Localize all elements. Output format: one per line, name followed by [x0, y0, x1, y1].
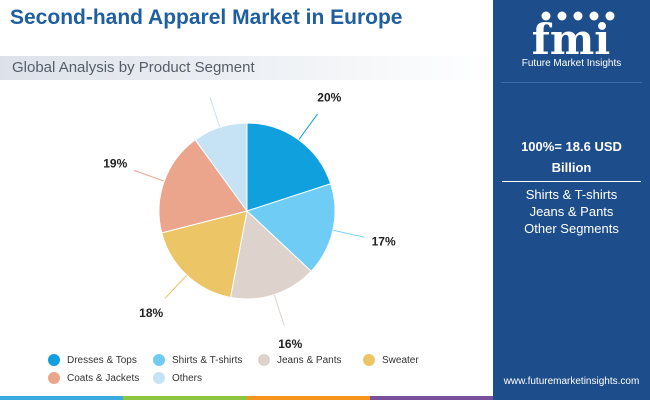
- logo-icon-5: [605, 11, 615, 21]
- logo-icon-1: [541, 11, 551, 21]
- leader-line-others: [209, 96, 222, 132]
- footer-strip-segment: [0, 396, 124, 400]
- pie-slice-dresses-and-tops: [246, 122, 332, 212]
- total-market-value: 100%= 18.6 USD Billion: [521, 139, 622, 175]
- footer-strip-segment: [246, 396, 370, 400]
- data-label-coats-and-jackets: 19%: [103, 157, 127, 171]
- leader-line-coats-and-jackets: [133, 169, 169, 184]
- data-label-sweater: 18%: [139, 306, 163, 320]
- pie-slice-sweater: [161, 210, 248, 299]
- legend-label: Sweater: [382, 354, 419, 366]
- website-link[interactable]: www.futuremarketinsights.com: [503, 376, 640, 387]
- legend-item-coats-and-jackets: Coats & Jackets: [48, 371, 139, 385]
- legend-label: Coats & Jackets: [67, 372, 140, 384]
- legend-item-jeans-and-pants: Jeans & Pants: [258, 353, 341, 367]
- pie-chart: 20%17%16%18%19%10%: [103, 91, 396, 348]
- data-label-shirts-and-t-shirts: 17%: [372, 235, 396, 249]
- page-title: Second-hand Apparel Market in Europe: [10, 6, 403, 29]
- legend-swatch: [363, 354, 375, 366]
- legend-item-dresses-and-tops: Dresses & Tops: [48, 353, 137, 367]
- legend-label: Others: [172, 372, 203, 384]
- pie-slice-coats-and-jackets: [158, 139, 248, 234]
- pie-slice-shirts-and-t-shirts: [246, 183, 336, 272]
- data-label-jeans-and-pants: 16%: [278, 337, 302, 348]
- footer-strip-segment: [369, 396, 493, 400]
- logo-caption: Future Market Insights: [521, 58, 622, 69]
- legend-swatch: [153, 372, 165, 384]
- pie-slice-jeans-and-pants: [229, 210, 312, 300]
- segment-item: Jeans & Pants: [529, 204, 614, 219]
- fmi-logo: fmi: [532, 11, 615, 64]
- logo-icon-4: [589, 11, 599, 21]
- subtitle-bar: Global Analysis by Product Segment: [0, 56, 490, 80]
- segment-item: Other Segments: [524, 221, 619, 236]
- sidebar: fmi Future Market Insights 100%= 18.6 US…: [493, 0, 650, 400]
- legend-item-sweater: Sweater: [363, 353, 419, 367]
- legend-label: Shirts & T-shirts: [172, 354, 243, 366]
- leader-line-dresses-and-tops: [295, 113, 318, 144]
- legend-item-others: Others: [153, 371, 202, 385]
- footer-strip-segment: [123, 396, 247, 400]
- legend-label: Dresses & Tops: [67, 354, 137, 366]
- legend-item-shirts-and-t-shirts: Shirts & T-shirts: [153, 353, 242, 367]
- segment-item: Shirts & T-shirts: [525, 187, 618, 202]
- page-subtitle: Global Analysis by Product Segment: [12, 59, 255, 76]
- logo-text: fmi: [532, 15, 610, 64]
- logo-icon-3: [573, 11, 583, 21]
- sidebar-divider: [501, 82, 642, 83]
- legend-swatch: [48, 354, 60, 366]
- legend-swatch: [153, 354, 165, 366]
- leader-line-jeans-and-pants: [272, 290, 285, 326]
- logo-icon-2: [557, 11, 567, 21]
- data-label-dresses-and-tops: 20%: [317, 91, 341, 105]
- leader-line-sweater: [164, 271, 190, 299]
- legend-swatch: [258, 354, 270, 366]
- legend-label: Jeans & Pants: [277, 354, 342, 366]
- legend-swatch: [48, 372, 60, 384]
- total-divider: [502, 181, 641, 182]
- pie-slice-others: [194, 122, 248, 213]
- footer-color-strip: [0, 396, 493, 400]
- segment-list: Shirts & T-shirts Jeans & Pants Other Se…: [493, 186, 650, 237]
- leader-line-shirts-and-t-shirts: [328, 228, 365, 238]
